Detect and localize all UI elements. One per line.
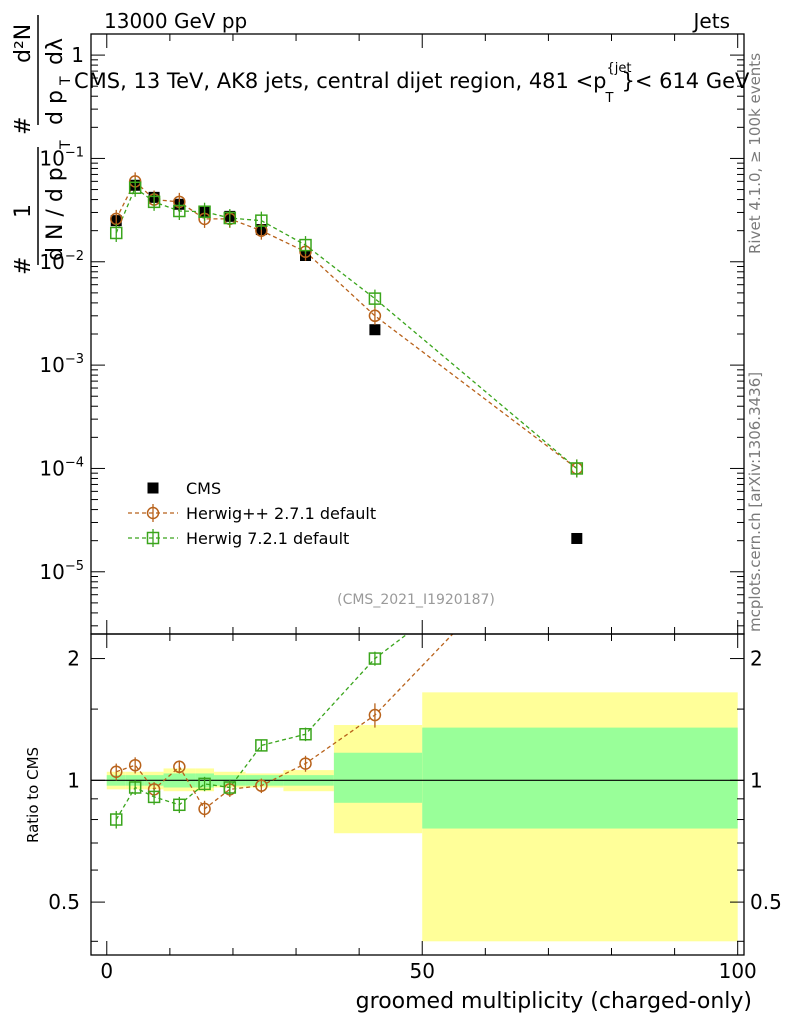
- main-line-herwig7: [115, 186, 578, 469]
- ratio-band-stat-8: [333, 752, 423, 803]
- ratio-ytick-label-left-2: 2: [67, 647, 80, 671]
- ratio-point-herwigpp-8: [368, 708, 382, 722]
- ratio-ytick-label-left-1: 1: [67, 768, 80, 792]
- legend-label-herwig7: Herwig 7.2.1 default: [186, 529, 349, 548]
- mcplots-label: mcplots.cern.ch [arXiv:1306.3436]: [746, 372, 764, 632]
- main-point-herwig7-3: [173, 204, 186, 218]
- main-point-herwig7-5: [223, 211, 237, 225]
- chart-title-sup: {jet: [607, 61, 632, 76]
- y-label-dp: d p: [43, 90, 68, 125]
- ratio-band-stat-9: [422, 727, 738, 829]
- chart-title: CMS, 13 TeV, AK8 jets, central dijet reg…: [74, 61, 750, 106]
- main-ytick-label-4: 10−4: [39, 455, 84, 480]
- main-ytick-exp-2: −2: [65, 249, 84, 264]
- main-ytick-label-1: 10−1: [39, 145, 84, 170]
- y-label-dp-sub: T: [58, 76, 74, 86]
- y-label-hash-2: #: [11, 117, 36, 135]
- y-label-denominator-sub: T: [58, 140, 74, 150]
- legend-label-cms: CMS: [186, 479, 221, 498]
- x-tick-label-1: 50: [410, 959, 435, 983]
- main-ytick-label-5: 10−5: [39, 559, 84, 584]
- analysis-watermark: (CMS_2021_I1920187): [337, 592, 495, 608]
- ratio-point-herwig7-8: [368, 652, 382, 665]
- main-ytick-label-0: 1: [71, 43, 84, 67]
- ratio-point-herwig7-0: [109, 813, 123, 826]
- chart-title-sub: T: [605, 91, 614, 106]
- chart-title-after: }< 614 GeV: [621, 69, 750, 93]
- main-ytick-exp-1: −1: [65, 145, 84, 160]
- energy-label: 13000 GeV pp: [104, 9, 247, 33]
- ratio-uncertainty-bands: [91, 692, 744, 942]
- y-label-denominator: d N / d p: [43, 167, 68, 261]
- y-label-one: 1: [11, 204, 36, 218]
- ratio-point-herwig7-9: [571, 499, 582, 510]
- legend-marker-herwigpp: [146, 506, 160, 520]
- ratio-line-herwigpp: [116, 634, 454, 810]
- ratio-point-herwigpp-1: [128, 758, 142, 772]
- ratio-ytick-label-left-0: 0.5: [48, 890, 80, 914]
- legend-marker-herwig7: [146, 531, 160, 545]
- chart-title-main: CMS, 13 TeV, AK8 jets, central dijet reg…: [74, 69, 607, 93]
- main-ytick-exp-4: −4: [65, 455, 84, 470]
- legend-label-herwigpp: Herwig++ 2.7.1 default: [186, 504, 376, 523]
- ratio-point-herwig7-1: [128, 781, 142, 794]
- main-ytick-base-2: 10: [39, 250, 64, 274]
- main-point-herwig7-0: [109, 226, 123, 240]
- main-ytick-base-3: 10: [39, 353, 64, 377]
- main-ytick-base-4: 10: [39, 456, 64, 480]
- main-panel-content: [109, 172, 584, 544]
- ratio-point-herwigpp-4: [198, 802, 211, 816]
- x-tick-label-0: 0: [100, 959, 113, 983]
- ratio-ytick-label-right-0: 0.5: [750, 890, 782, 914]
- ratio-point-herwigpp-0: [109, 765, 123, 779]
- main-point-herwigpp-8: [368, 309, 382, 323]
- main-line-herwigpp: [115, 180, 578, 469]
- jets-label: Jets: [692, 9, 730, 33]
- ratio-point-herwig7-5: [223, 781, 237, 794]
- y-label-dlambda: dλ: [43, 38, 68, 65]
- main-point-herwig7-8: [368, 292, 382, 305]
- main-ytick-label-2: 10−2: [39, 249, 84, 274]
- legend: CMS Herwig++ 2.7.1 default Herwig 7.2.1 de…: [128, 479, 376, 548]
- main-ytick-label-3: 10−3: [39, 352, 84, 377]
- main-ytick-exp-5: −5: [65, 559, 84, 574]
- x-tick-label-2: 100: [719, 959, 757, 983]
- ratio-point-herwigpp-9: [571, 499, 582, 510]
- ratio-point-herwigpp-7: [299, 757, 312, 770]
- y-label-hash: #: [11, 257, 36, 275]
- ratio-ytick-label-right-1: 1: [750, 768, 763, 792]
- main-point-herwig7-4: [198, 205, 211, 218]
- main-ytick-exp-3: −3: [65, 352, 84, 367]
- legend-marker-cms: [147, 482, 159, 494]
- rivet-version-label: Rivet 4.1.0, ≥ 100k events: [746, 53, 764, 254]
- x-axis-label: groomed multiplicity (charged-only): [356, 989, 752, 1014]
- y-label-d2n: d²N: [11, 24, 36, 63]
- main-point-herwig7-6: [255, 214, 268, 227]
- main-point-cms-9: [571, 532, 583, 544]
- ratio-point-herwig7-4: [198, 777, 211, 791]
- main-point-cms-8: [369, 324, 381, 336]
- ratio-point-herwigpp-6: [255, 779, 268, 792]
- ratio-panel-frame: [90, 633, 745, 956]
- main-point-herwig7-7: [299, 238, 312, 252]
- main-point-herwig7-9: [570, 462, 584, 475]
- main-point-herwig7-1: [128, 181, 142, 195]
- ratio-ytick-label-right-2: 2: [750, 647, 763, 671]
- main-ytick-base-1: 10: [39, 146, 64, 170]
- ratio-point-herwig7-2: [147, 790, 161, 804]
- ratio-panel-content: [109, 499, 582, 829]
- ratio-point-herwig7-3: [173, 798, 186, 812]
- main-point-herwig7-2: [147, 195, 161, 209]
- ratio-point-herwigpp-3: [173, 760, 186, 774]
- ratio-point-herwig7-7: [299, 727, 312, 741]
- ratio-point-herwig7-6: [255, 739, 268, 752]
- ratio-y-axis-label: Ratio to CMS: [24, 747, 42, 843]
- main-y-axis-label: # 1 d N / d p T # d p T d²N dλ: [11, 15, 74, 275]
- main-ytick-base-5: 10: [39, 560, 64, 584]
